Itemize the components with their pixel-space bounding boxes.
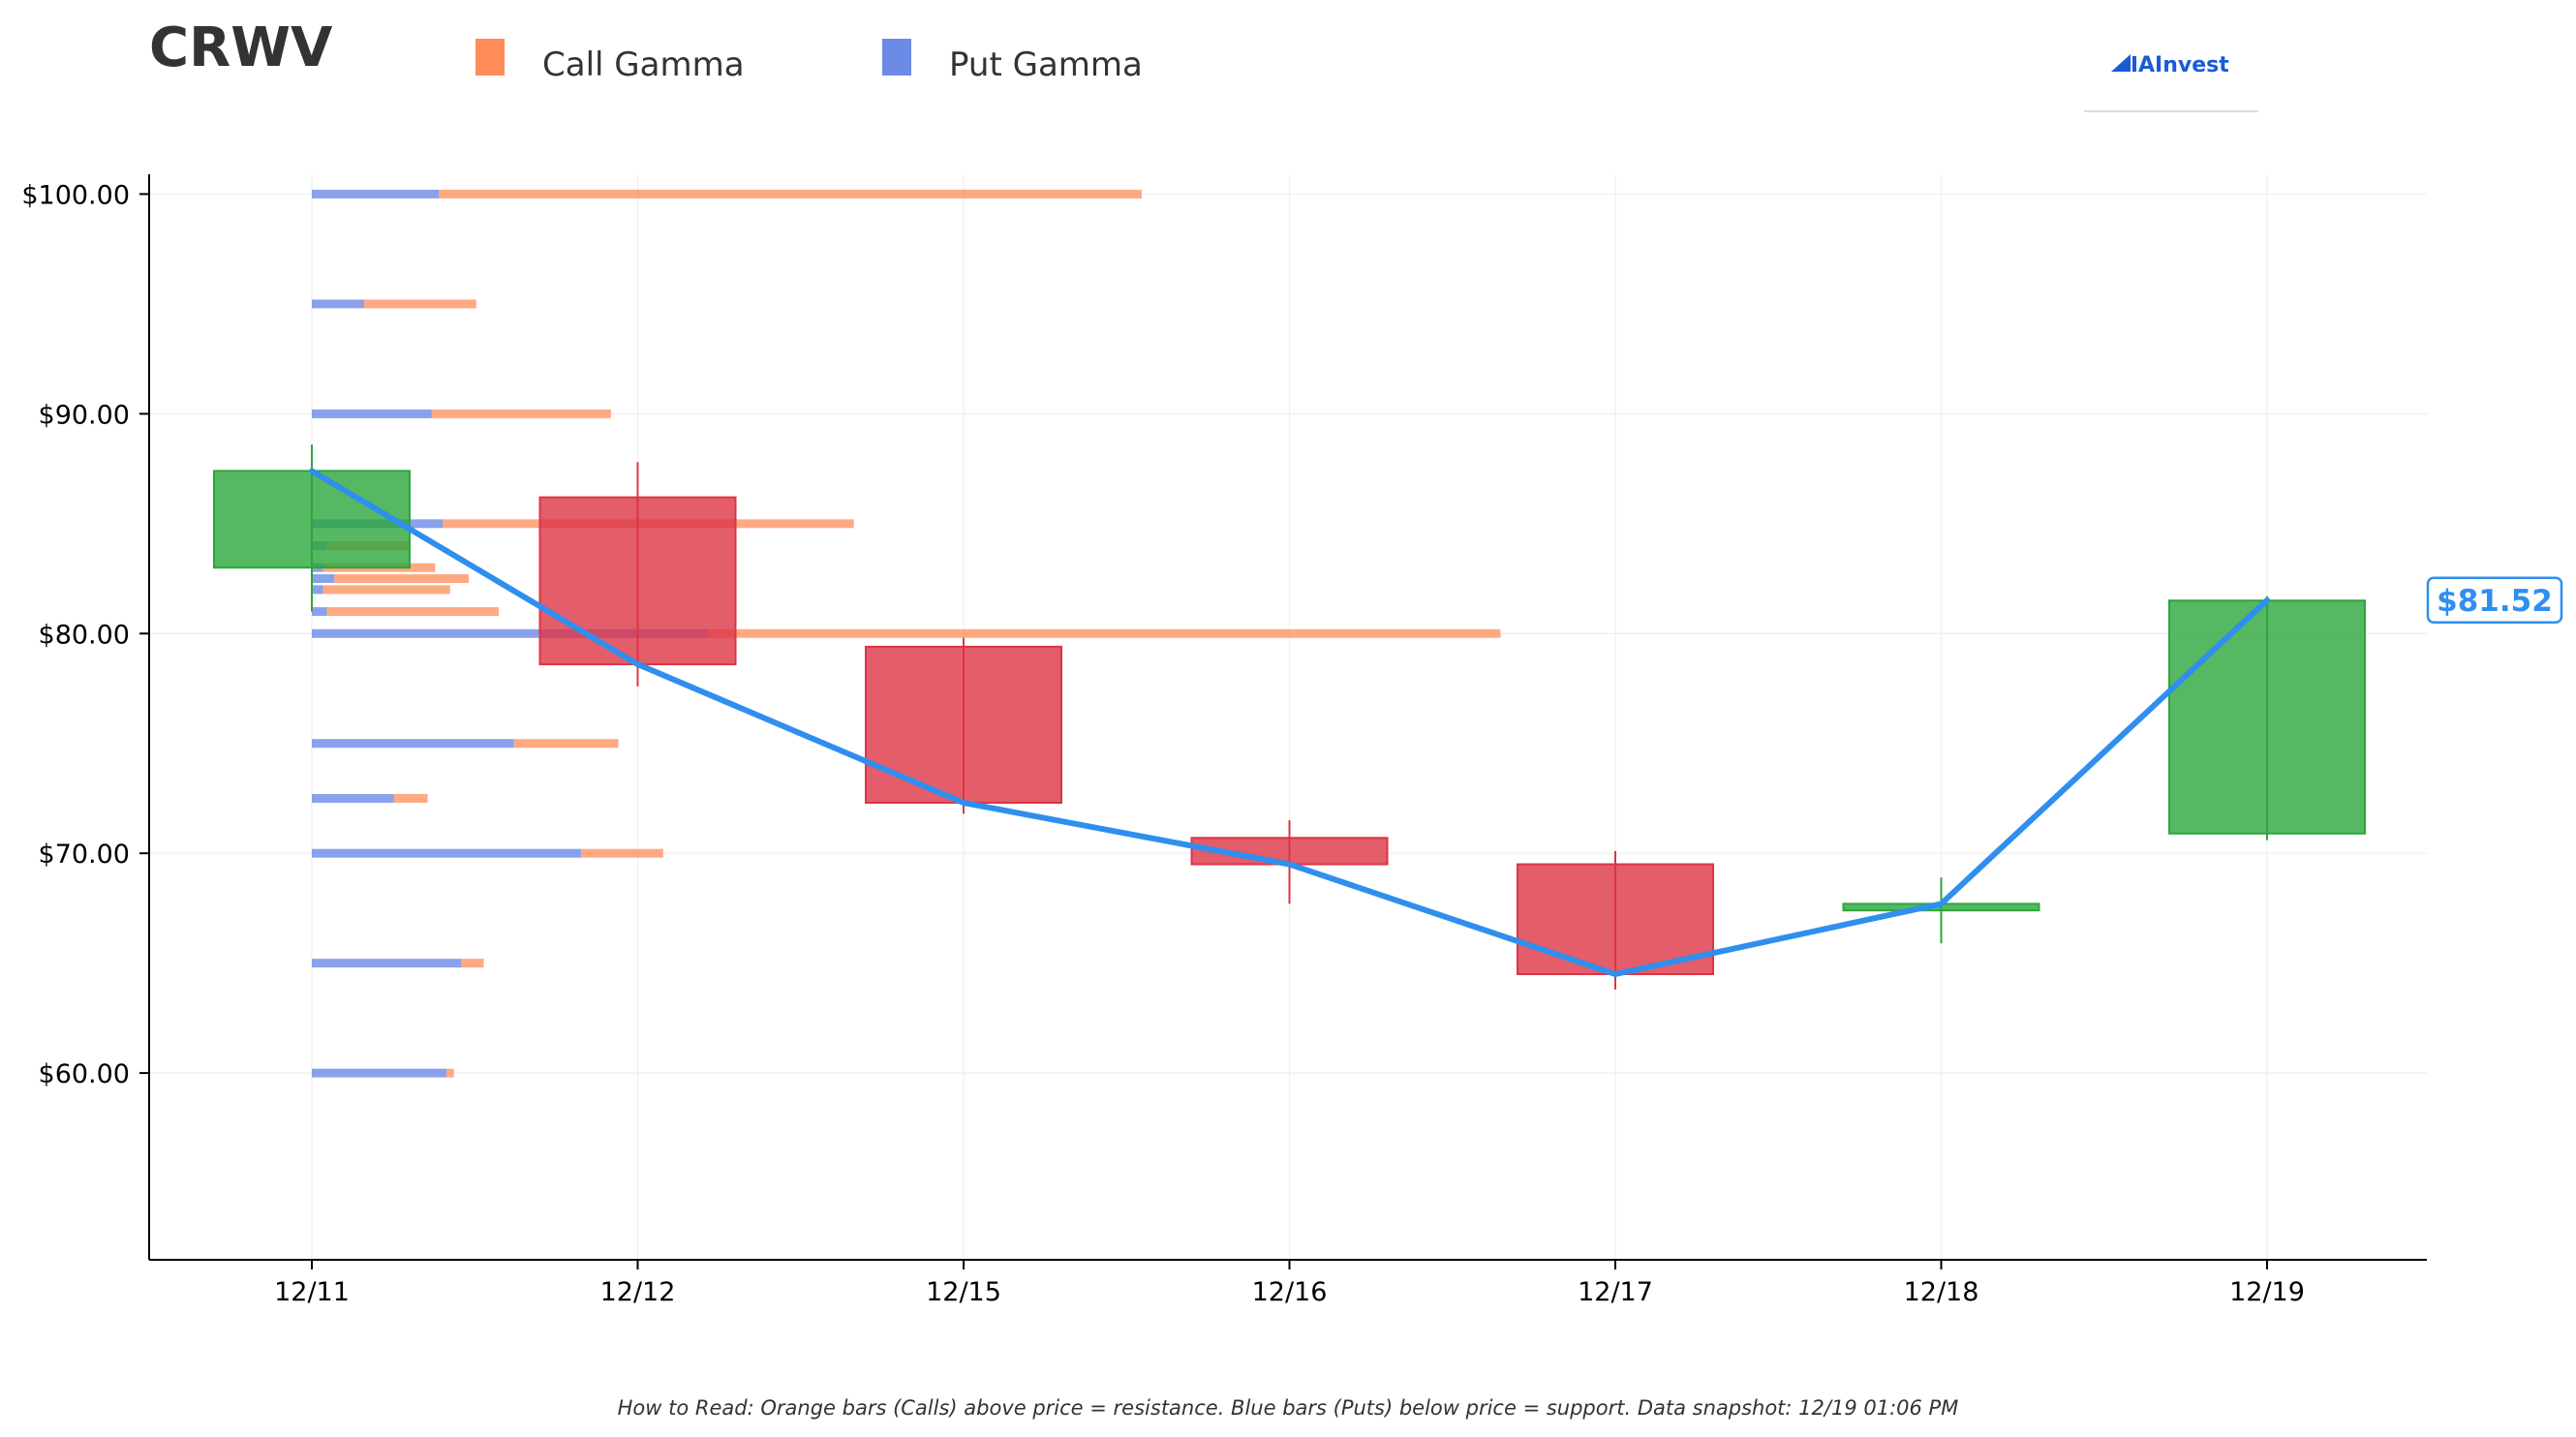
legend-put-swatch: [882, 39, 911, 76]
put-gamma-bar: [312, 848, 581, 858]
candle-body: [1517, 863, 1714, 975]
y-tick-label: $70.00: [39, 840, 130, 870]
call-gamma-bar: [322, 585, 450, 595]
candle-body: [213, 470, 411, 569]
x-tick-label: 12/18: [1904, 1277, 1979, 1307]
x-tick-label: 12/15: [926, 1277, 1001, 1307]
legend-put-label: Put Gamma: [949, 46, 1143, 84]
logo-bars-icon: [2111, 54, 2136, 72]
candlesticks: [213, 444, 2366, 990]
call-gamma-bar: [445, 1068, 454, 1078]
axes: [148, 174, 2427, 1261]
call-gamma-bar: [393, 793, 428, 803]
ainvest-logo: AInvest: [2084, 53, 2258, 112]
put-gamma-bar: [312, 739, 514, 749]
ticker-title: CRWV: [149, 16, 333, 79]
put-gamma-bar: [312, 959, 462, 968]
candle-body: [865, 645, 1062, 805]
call-gamma-bar: [334, 574, 470, 584]
x-tick-label: 12/16: [1252, 1277, 1328, 1307]
logo-text: AInvest: [2138, 53, 2229, 77]
last-price-badge: $81.52: [2426, 576, 2563, 625]
x-axis-tick-labels: 12/11 12/12 12/15 12/16 12/17 12/18 12/19: [274, 1260, 2305, 1307]
footer-note: How to Read: Orange bars (Calls) above p…: [618, 1396, 1959, 1420]
legend-call-label: Call Gamma: [542, 46, 745, 84]
put-gamma-bar: [312, 409, 432, 418]
call-gamma-bar: [431, 409, 611, 418]
x-tick-label: 12/19: [2229, 1277, 2305, 1307]
y-tick-label: $80.00: [39, 620, 130, 650]
y-tick-label: $60.00: [39, 1059, 130, 1089]
candle-body: [538, 496, 737, 666]
legend: Call Gamma Put Gamma: [475, 39, 1143, 84]
close-price-line: [309, 468, 2270, 977]
call-gamma-bar: [513, 739, 619, 749]
call-gamma-bar: [364, 299, 476, 309]
call-gamma-bar: [439, 189, 1142, 199]
call-gamma-bar: [461, 959, 484, 968]
call-gamma-bar: [708, 628, 1501, 638]
put-gamma-bar: [312, 607, 327, 617]
legend-call-swatch: [475, 39, 505, 76]
grid-lines: [149, 174, 2427, 1260]
put-gamma-bar: [312, 1068, 446, 1078]
x-tick-label: 12/11: [274, 1277, 350, 1307]
call-gamma-bar: [580, 848, 663, 858]
candle-body: [2168, 599, 2366, 835]
put-gamma-bar: [312, 585, 323, 595]
last-price-box: [2426, 576, 2563, 625]
call-gamma-bar: [326, 607, 499, 617]
put-gamma-bar: [312, 299, 365, 309]
put-gamma-bar: [312, 628, 709, 638]
put-gamma-bar: [312, 189, 440, 199]
last-price-label: $81.52: [2437, 584, 2553, 619]
put-gamma-bar: [312, 574, 335, 584]
y-tick-label: $100.00: [21, 180, 130, 210]
x-tick-label: 12/17: [1578, 1277, 1653, 1307]
put-gamma-bar: [312, 793, 394, 803]
close-line: [309, 468, 2270, 977]
gamma-bars: [312, 189, 1501, 1078]
y-axis-tick-labels: $100.00 $90.00 $80.00 $70.00 $60.00: [21, 180, 149, 1089]
y-tick-label: $90.00: [39, 400, 130, 430]
x-tick-label: 12/12: [600, 1277, 676, 1307]
